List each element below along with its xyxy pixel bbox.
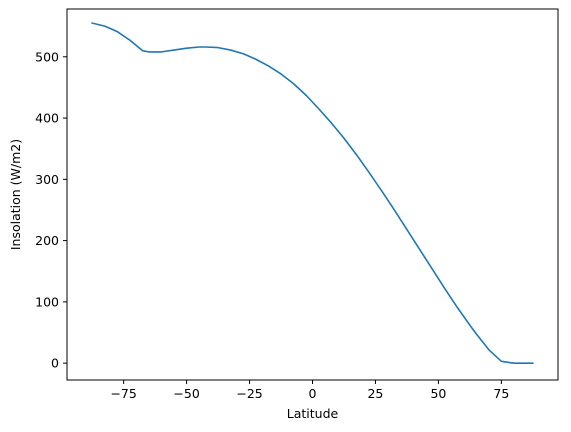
y-tick-label: 200 bbox=[35, 233, 59, 248]
tick-layer: −75 −50 −25 0 25 50 75 0 100 200 300 400 500 bbox=[35, 49, 509, 401]
plot-area bbox=[91, 22, 534, 364]
y-tick-label: 300 bbox=[35, 172, 59, 187]
x-tick-label: 50 bbox=[430, 386, 446, 401]
y-tick-label: 500 bbox=[35, 49, 59, 64]
x-tick-label: 75 bbox=[493, 386, 509, 401]
insolation-series-line bbox=[91, 22, 534, 364]
x-tick-label: 0 bbox=[309, 386, 317, 401]
y-axis-title: Insolation (W/m2) bbox=[8, 139, 23, 250]
x-tick-label: −50 bbox=[173, 386, 199, 401]
x-tick-label: −25 bbox=[236, 386, 262, 401]
y-tick-label: 100 bbox=[35, 294, 59, 309]
x-tick-label: −75 bbox=[110, 386, 136, 401]
x-axis-title: Latitude bbox=[287, 406, 339, 421]
y-tick-label: 400 bbox=[35, 111, 59, 126]
x-tick-label: 25 bbox=[367, 386, 383, 401]
axes-frame bbox=[66, 8, 559, 381]
y-tick-label: 0 bbox=[51, 356, 59, 371]
